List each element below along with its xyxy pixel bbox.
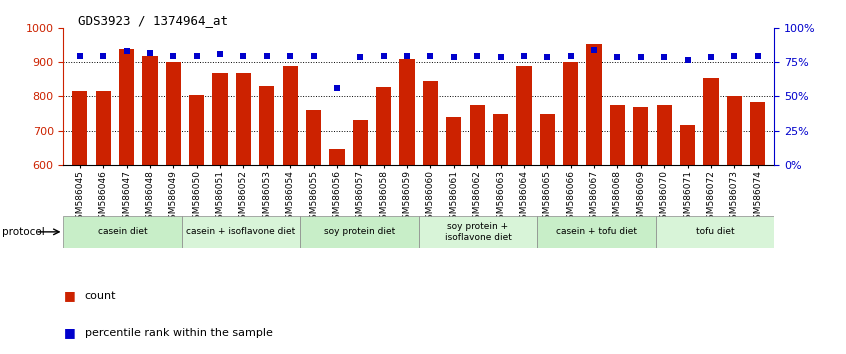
Text: casein + tofu diet: casein + tofu diet bbox=[556, 227, 637, 236]
Bar bbox=[119, 49, 135, 354]
Bar bbox=[329, 149, 344, 354]
Bar bbox=[540, 114, 555, 354]
Text: tofu diet: tofu diet bbox=[695, 227, 734, 236]
Bar bbox=[72, 91, 87, 354]
Bar bbox=[656, 105, 672, 354]
Bar bbox=[446, 117, 461, 354]
Bar bbox=[470, 105, 485, 354]
Bar bbox=[586, 44, 602, 354]
Bar bbox=[142, 56, 157, 354]
Text: percentile rank within the sample: percentile rank within the sample bbox=[85, 328, 272, 338]
Bar bbox=[236, 73, 251, 354]
Bar bbox=[300, 216, 419, 248]
Bar bbox=[634, 107, 648, 354]
Bar bbox=[516, 66, 531, 354]
Bar bbox=[306, 110, 321, 354]
Bar bbox=[610, 105, 625, 354]
Bar bbox=[96, 91, 111, 354]
Bar bbox=[190, 95, 204, 354]
Bar bbox=[703, 78, 718, 354]
Bar bbox=[353, 120, 368, 354]
Bar bbox=[750, 102, 766, 354]
Bar bbox=[376, 87, 392, 354]
Text: GDS3923 / 1374964_at: GDS3923 / 1374964_at bbox=[78, 14, 228, 27]
Text: ■: ■ bbox=[63, 326, 75, 339]
Bar bbox=[63, 216, 182, 248]
Bar bbox=[727, 97, 742, 354]
Text: protocol: protocol bbox=[2, 227, 45, 237]
Bar bbox=[212, 73, 228, 354]
Text: count: count bbox=[85, 291, 116, 301]
Bar bbox=[423, 81, 438, 354]
Bar bbox=[399, 59, 415, 354]
Text: ■: ■ bbox=[63, 289, 75, 302]
Bar bbox=[283, 66, 298, 354]
Bar bbox=[680, 125, 695, 354]
Bar bbox=[182, 216, 300, 248]
Text: casein diet: casein diet bbox=[98, 227, 147, 236]
Text: casein + isoflavone diet: casein + isoflavone diet bbox=[186, 227, 296, 236]
Bar bbox=[656, 216, 774, 248]
Text: soy protein diet: soy protein diet bbox=[324, 227, 395, 236]
Text: soy protein +
isoflavone diet: soy protein + isoflavone diet bbox=[444, 222, 512, 241]
Bar bbox=[259, 86, 274, 354]
Bar bbox=[537, 216, 656, 248]
Bar bbox=[419, 216, 537, 248]
Bar bbox=[166, 62, 181, 354]
Bar bbox=[563, 62, 579, 354]
Bar bbox=[493, 114, 508, 354]
